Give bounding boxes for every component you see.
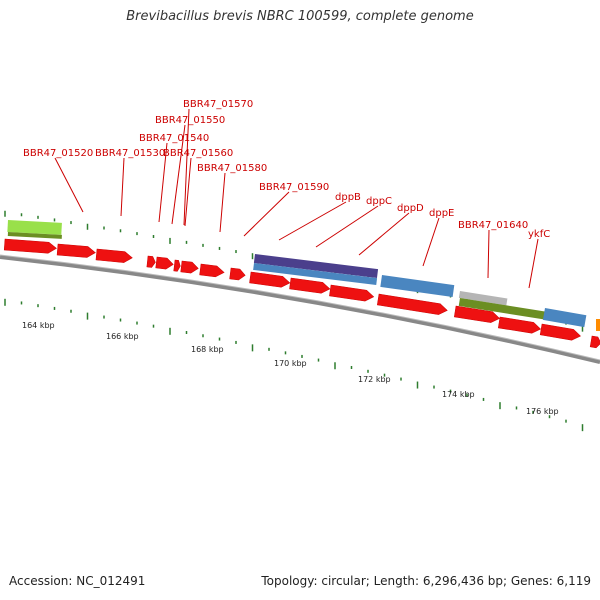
cds-arrow: [3, 238, 57, 254]
gene-labels: BBR47_01520 BBR47_01530 BBR47_01540 BBR47_0…: [23, 99, 550, 240]
gene-label: BBR47_01570: [183, 99, 253, 110]
gene-leader-line: [120, 157, 125, 217]
kbp-label: 168 kbp: [191, 345, 224, 354]
gene-label: ykfC: [528, 229, 550, 240]
cds-arrow: [199, 263, 225, 278]
kbp-label: 164 kbp: [22, 321, 55, 330]
cds-arrow: [56, 243, 96, 258]
kbp-labels: 164 kbp 166 kbp 168 kbp 170 kbp 172 kbp 174 k…: [22, 321, 559, 416]
cds-arrow: [180, 260, 199, 274]
gene-leader-line: [487, 229, 490, 279]
feature-bar-blue-a: [253, 263, 378, 286]
inner-tick-row: [4, 298, 584, 432]
feature-bar-orange: [596, 319, 600, 331]
gene-leader-line: [315, 205, 379, 248]
gene-label: BBR47_01580: [197, 163, 267, 174]
gene-label: BBR47_01550: [155, 115, 225, 126]
gene-label: BBR47_01640: [458, 220, 528, 231]
cds-arrow: [146, 255, 156, 268]
cds-arrow: [589, 335, 600, 349]
gene-leader-line: [243, 191, 290, 237]
gene-leader-lines: [54, 108, 539, 289]
accession-text: Accession: NC_012491: [9, 574, 146, 588]
gene-leader-line: [184, 157, 192, 227]
kbp-label: 174 kbp: [442, 390, 475, 399]
kbp-label: 166 kbp: [106, 332, 139, 341]
feature-bar-olive-left: [7, 232, 62, 239]
genome-backbone: [0, 255, 600, 364]
feature-bar-lime: [7, 220, 62, 235]
cds-arrow: [155, 256, 174, 270]
gene-label: dppE: [429, 208, 454, 219]
gene-label: BBR47_01540: [139, 133, 209, 144]
gene-leader-line: [219, 172, 226, 233]
kbp-label: 170 kbp: [274, 359, 307, 368]
feature-bar-olive: [458, 297, 545, 320]
gene-label: dppB: [335, 192, 361, 203]
cds-arrow: [229, 267, 246, 281]
topology-summary: Topology: circular; Length: 6,296,436 bp…: [261, 574, 591, 588]
gene-leader-line: [422, 217, 440, 267]
gene-label: dppD: [397, 203, 424, 214]
cds-arrow: [497, 316, 542, 334]
map-title: Brevibacillus brevis NBRC 100599, comple…: [126, 9, 474, 24]
cds-arrow: [539, 323, 581, 341]
gene-leader-line: [158, 142, 168, 223]
gene-leader-line: [171, 124, 186, 225]
gene-label: BBR47_01530: [95, 148, 165, 159]
cds-arrow: [376, 293, 448, 315]
feature-bar-blue-c: [542, 307, 587, 328]
gene-label: dppC: [366, 196, 392, 207]
gene-label: BBR47_01520: [23, 148, 93, 159]
cds-arrow: [453, 305, 501, 323]
feature-bar-grey: [458, 291, 508, 306]
feature-bar-purple: [253, 254, 379, 279]
gene-leader-line: [358, 212, 410, 256]
cds-arrow: [95, 248, 133, 263]
gene-leader-line: [54, 157, 84, 213]
feature-bar-blue-b: [380, 275, 455, 298]
gene-leader-line: [183, 108, 190, 226]
gene-label: BBR47_01560: [163, 148, 233, 159]
cds-arrow: [289, 277, 331, 294]
kbp-label: 172 kbp: [358, 375, 391, 384]
cds-arrow: [329, 284, 375, 302]
gene-leader-line: [278, 201, 347, 241]
gene-leader-line: [528, 238, 539, 289]
kbp-label: 176 kbp: [526, 407, 559, 416]
cds-arrow: [249, 271, 291, 288]
cds-arrows: [3, 238, 600, 349]
feature-bars: [7, 220, 600, 331]
cds-arrow: [173, 259, 181, 272]
gene-label: BBR47_01590: [259, 182, 329, 193]
